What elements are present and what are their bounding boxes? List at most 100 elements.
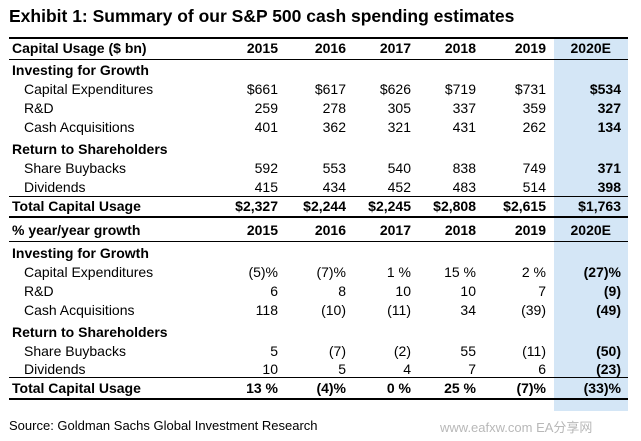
- section-label: Investing for Growth: [12, 245, 149, 261]
- table-row: Cash Acquisitions 118 (10) (11) 34 (39) …: [0, 301, 641, 320]
- watermark: www.eafxw.com EA分享网: [440, 420, 593, 435]
- table1-header-row: Capital Usage ($ bn) 2015 2016 2017 2018…: [0, 39, 641, 58]
- col-header-2016: 2016: [314, 40, 346, 56]
- table-row: Dividends 10 5 4 7 6 (23): [0, 360, 641, 379]
- cell-2019: 262: [522, 119, 546, 135]
- cell-2017: 4: [403, 361, 411, 377]
- cell-2017: 321: [387, 119, 411, 135]
- cell-2016: 278: [322, 100, 346, 116]
- section-heading: Return to Shareholders: [0, 140, 641, 159]
- row-label: Dividends: [24, 179, 86, 195]
- cell-2015: 5: [270, 343, 278, 359]
- total-label: Total Capital Usage: [12, 380, 141, 396]
- section-heading: Investing for Growth: [0, 244, 641, 263]
- cell-2020e: (23): [596, 361, 621, 377]
- cell-2020e: $534: [589, 81, 621, 97]
- cell-2019: (11): [522, 343, 546, 359]
- cell-2019: 514: [522, 179, 546, 195]
- cell-2016: 5: [338, 361, 346, 377]
- cell-2018: 7: [468, 361, 476, 377]
- source-note: Source: Goldman Sachs Global Investment …: [9, 418, 318, 433]
- total-2018: $2,808: [433, 198, 476, 214]
- cell-2016: (7): [328, 343, 346, 359]
- table-row: Capital Expenditures $661 $617 $626 $719…: [0, 80, 641, 99]
- row-label: R&D: [24, 100, 54, 116]
- row-label: Dividends: [24, 361, 86, 377]
- cell-2015: 401: [254, 119, 278, 135]
- row-label: R&D: [24, 283, 54, 299]
- col-header-2019: 2019: [514, 40, 546, 56]
- total-2016: $2,244: [303, 198, 346, 214]
- row-label: Cash Acquisitions: [24, 119, 135, 135]
- col-header-2016: 2016: [314, 222, 346, 238]
- col-header-2017: 2017: [379, 222, 411, 238]
- cell-2017: (2): [393, 343, 411, 359]
- rule-total2-top: [9, 377, 628, 378]
- exhibit-title: Exhibit 1: Summary of our S&P 500 cash s…: [9, 6, 515, 26]
- cell-2018: 55: [460, 343, 476, 359]
- cell-2020e: (9): [603, 283, 621, 299]
- col-header-2018: 2018: [444, 40, 476, 56]
- cell-2018: 34: [460, 302, 476, 318]
- cell-2015: 259: [254, 100, 278, 116]
- cell-2019: 7: [538, 283, 546, 299]
- cell-2020e: 398: [597, 179, 621, 195]
- table-row: Cash Acquisitions 401 362 321 431 262 13…: [0, 118, 641, 137]
- table1-header-label: Capital Usage ($ bn): [12, 40, 147, 56]
- total-row: Total Capital Usage 13 % (4)% 0 % 25 % (…: [0, 379, 641, 398]
- cell-2019: (39): [521, 302, 546, 318]
- cell-2017: (11): [387, 302, 411, 318]
- col-header-2020e: 2020E: [570, 222, 611, 238]
- total-2015: 13 %: [246, 380, 278, 396]
- total-2018: 25 %: [444, 380, 476, 396]
- cell-2020e: 371: [597, 160, 621, 176]
- table-row: Share Buybacks 592 553 540 838 749 371: [0, 159, 641, 178]
- table-row: R&D 6 8 10 10 7 (9): [0, 282, 641, 301]
- cell-2017: $626: [379, 81, 411, 97]
- table-row: R&D 259 278 305 337 359 327: [0, 99, 641, 118]
- cell-2015: 415: [254, 179, 278, 195]
- cell-2015: 118: [255, 302, 278, 318]
- cell-2019: 749: [522, 160, 546, 176]
- rule-bottom: [9, 398, 628, 400]
- row-label: Capital Expenditures: [24, 264, 154, 280]
- cell-2019: 359: [522, 100, 546, 116]
- cell-2018: 431: [452, 119, 476, 135]
- cell-2019: 6: [538, 361, 546, 377]
- cell-2015: 10: [262, 361, 278, 377]
- cell-2016: 434: [322, 179, 346, 195]
- cell-2015: 592: [254, 160, 278, 176]
- col-header-2018: 2018: [444, 222, 476, 238]
- forecast-column-highlight: [554, 37, 628, 411]
- total-2017: 0 %: [386, 380, 411, 396]
- table2-header-label: % year/year growth: [12, 222, 141, 238]
- total-2020e: $1,763: [578, 198, 621, 214]
- row-label: Capital Expenditures: [24, 81, 154, 97]
- cell-2016: $617: [314, 81, 346, 97]
- col-header-2019: 2019: [514, 222, 546, 238]
- cell-2019: 2 %: [521, 264, 546, 280]
- col-header-2015: 2015: [246, 40, 278, 56]
- section-label: Return to Shareholders: [12, 324, 168, 340]
- table-row: Dividends 415 434 452 483 514 398: [0, 178, 641, 197]
- cell-2019: $731: [514, 81, 546, 97]
- cell-2016: (10): [321, 302, 346, 318]
- cell-2016: 8: [338, 283, 346, 299]
- table-row: Capital Expenditures (5)% (7)% 1 % 15 % …: [0, 263, 641, 282]
- rule-header1: [9, 59, 628, 60]
- cell-2018: 337: [452, 100, 476, 116]
- total-2019: (7)%: [516, 380, 546, 396]
- rule-top: [9, 37, 628, 39]
- row-label: Share Buybacks: [24, 160, 126, 176]
- cell-2017: 305: [387, 100, 411, 116]
- cell-2016: 553: [322, 160, 346, 176]
- cell-2018: 15 %: [444, 264, 476, 280]
- cell-2017: 540: [387, 160, 411, 176]
- cell-2017: 1 %: [386, 264, 411, 280]
- cell-2018: 10: [460, 283, 476, 299]
- total-row: Total Capital Usage $2,327 $2,244 $2,245…: [0, 197, 641, 216]
- table2-header-row: % year/year growth 2015 2016 2017 2018 2…: [0, 221, 641, 240]
- cell-2016: 362: [322, 119, 346, 135]
- total-2015: $2,327: [235, 198, 278, 214]
- cell-2015: (5)%: [248, 264, 278, 280]
